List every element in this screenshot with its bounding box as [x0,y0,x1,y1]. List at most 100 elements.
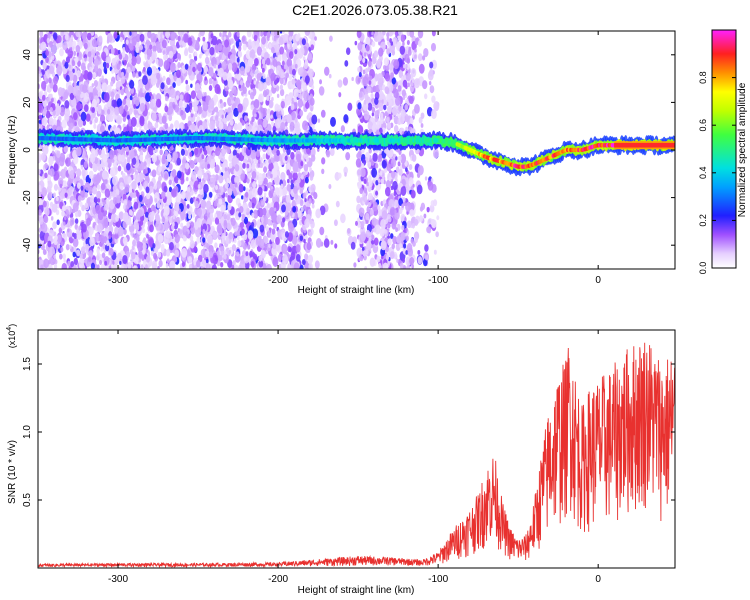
spectral-noise-cell [168,163,173,170]
spectral-noise-cell [234,230,238,237]
spectral-noise-cell [166,190,173,201]
spectral-noise-cell [104,161,108,168]
spectral-noise-cell [194,200,199,208]
spectral-noise-cell [57,244,61,249]
spectral-noise-cell [228,249,232,255]
spectral-noise-cell [209,251,214,259]
spectral-noise-cell [157,251,162,258]
spectral-noise-cell [190,112,194,118]
spectral-noise-cell [38,83,41,90]
spectral-noise-cell [181,261,186,268]
spectral-noise-cell [159,48,162,53]
spectral-noise-cell [102,165,106,170]
spectral-noise-cell [111,69,114,74]
spectral-noise-cell [81,169,86,177]
spectral-noise-cell [217,222,222,229]
spectral-noise-cell [128,148,135,160]
spectral-noise-cell [299,235,304,242]
spectral-noise-cell [58,227,63,234]
spectral-noise-cell [62,41,68,51]
spectral-noise-cell [201,180,205,186]
spectral-noise-cell [156,72,161,80]
spectral-noise-cell [90,49,96,58]
spectral-noise-cell [218,189,221,194]
spectral-noise-cell [250,260,255,268]
spectral-noise-cell [227,97,232,105]
spectral-noise-cell [190,83,193,88]
spectral-noise-cell [164,84,168,91]
spectral-noise-cell [257,176,263,186]
spectral-noise-cell [212,217,215,222]
spectral-noise-cell [404,103,409,111]
spectral-noise-cell [299,188,304,195]
spectral-noise-cell [43,90,48,97]
spectral-noise-cell [184,162,190,170]
spectral-noise-cell [108,114,114,122]
spectral-noise-cell [203,149,208,156]
spectral-noise-cell [357,181,362,190]
spectral-noise-cell [193,147,199,156]
spectral-noise-cell [165,249,171,257]
spectral-noise-cell [138,251,143,259]
spectral-noise-cell [260,216,265,223]
spectral-noise-cell [48,117,54,126]
spectral-noise-cell [356,195,361,204]
spectral-noise-cell [97,149,102,156]
spectral-noise-cell [223,36,227,41]
spectral-noise-cell [220,204,226,213]
spectral-noise-cell [130,116,137,127]
spectral-noise-cell [287,178,290,184]
spectral-noise-cell [202,229,206,234]
spectral-noise-cell [117,49,121,55]
spectral-noise-cell [268,99,274,109]
spectral-noise-cell [289,210,293,216]
spectral-noise-cell [133,174,137,180]
spectral-noise-cell [164,150,169,157]
spectral-noise-cell [282,31,285,35]
spectral-noise-cell [157,265,160,269]
spectral-noise-cell [172,181,176,187]
spectral-noise-cell [62,253,67,260]
spectral-noise-cell [83,160,88,169]
spectral-noise-cell [268,43,272,49]
spectral-noise-cell [258,259,264,268]
spectral-noise-cell [262,73,266,80]
spectral-noise-cell [77,118,84,128]
spectral-noise-cell [276,104,281,112]
spectral-noise-cell [183,205,188,211]
spectral-noise-cell [295,253,301,262]
spectral-noise-cell [71,46,75,51]
spectral-noise-cell [270,188,274,194]
spectral-noise-cell [98,35,103,43]
spectral-noise-cell [247,57,254,67]
spectral-noise-cell [186,203,190,209]
spectral-noise-cell [94,58,100,67]
spectral-noise-cell [69,244,72,250]
spectral-noise-cell [129,43,134,51]
spectral-noise-cell [251,41,255,48]
spectral-noise-cell [177,179,181,185]
spectral-noise-cell [223,219,228,226]
spectral-noise-cell [60,241,64,247]
spectral-noise-cell [106,39,110,44]
spectral-noise-cell [288,246,293,253]
spectral-noise-cell [107,31,111,34]
spectral-noise-cell [122,98,127,106]
spectral-noise-cell [142,243,147,251]
spectral-noise-cell [177,35,181,42]
spectral-noise-cell [49,168,55,177]
spectral-noise-cell [405,265,411,269]
spectral-noise-cell [174,233,180,244]
spectral-noise-cell [93,196,98,204]
spectral-noise-cell [205,258,209,264]
spectral-noise-cell [157,43,161,49]
spectral-noise-cell [218,198,223,205]
spectral-noise-cell [89,197,94,203]
spectral-noise-cell [305,190,309,196]
spectral-noise-cell [280,121,286,131]
spectral-noise-cell [214,83,221,95]
spectral-noise-cell [202,36,206,42]
spectral-noise-cell [207,66,214,77]
spectral-noise-cell [139,115,145,125]
spectral-noise-cell [151,154,157,163]
